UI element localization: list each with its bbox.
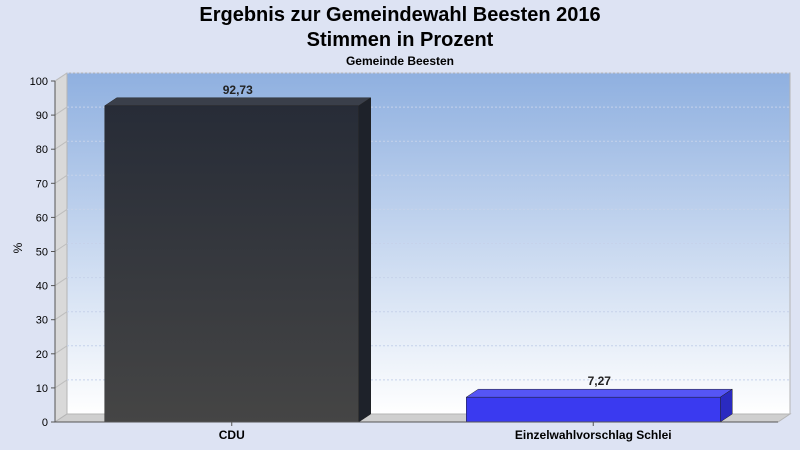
y-tick-label: 70 (36, 178, 48, 190)
y-tick-label: 50 (36, 247, 48, 259)
grid-line-side (54, 379, 68, 389)
y-axis-label: % (11, 242, 25, 253)
x-tick-label: CDU (219, 428, 245, 442)
chart-subtitle: Gemeinde Beesten (345, 54, 455, 68)
y-tick-label: 90 (36, 110, 48, 122)
y-tick-label: 40 (36, 281, 48, 293)
grid-line-side (54, 72, 68, 82)
grid-line-side (54, 243, 68, 252)
bar (466, 396, 721, 423)
grid-line-side (54, 140, 68, 150)
bar-group: 7,27 (465, 374, 734, 423)
grid-line-side (54, 106, 68, 116)
grid-line-side (54, 345, 68, 355)
y-tick-label: 30 (36, 315, 48, 327)
chart-title: Ergebnis zur Gemeindewahl Beesten 2016 (199, 4, 601, 26)
bar-group: 92,73 (103, 83, 372, 423)
bar-side (358, 97, 371, 423)
y-tick-label: 60 (36, 212, 48, 224)
chart-title-line2: Stimmen in Prozent (306, 29, 494, 51)
bar-top (465, 388, 734, 398)
y-tick-label: 10 (36, 383, 48, 395)
bar-top (103, 97, 372, 107)
data-label: 7,27 (588, 374, 612, 388)
y-tick-label: 0 (42, 417, 48, 429)
y-tick-label: 100 (30, 76, 48, 88)
bar (104, 105, 359, 423)
y-tick-label: 80 (36, 144, 48, 156)
y-axis: 0 10 20 30 40 50 60 70 80 90 100 (30, 76, 56, 429)
x-axis: CDU Einzelwahlvorschlag Schlei (55, 421, 778, 442)
grid-line-side (54, 208, 68, 218)
bars: 92,73 7,27 (103, 83, 734, 423)
x-tick-label: Einzelwahlvorschlag Schlei (515, 428, 672, 442)
data-label: 92,73 (223, 83, 253, 97)
y-tick-label: 20 (36, 349, 48, 361)
grid-line-side (54, 277, 68, 287)
grid-line-side (54, 174, 68, 184)
grid-line-side (54, 311, 68, 321)
